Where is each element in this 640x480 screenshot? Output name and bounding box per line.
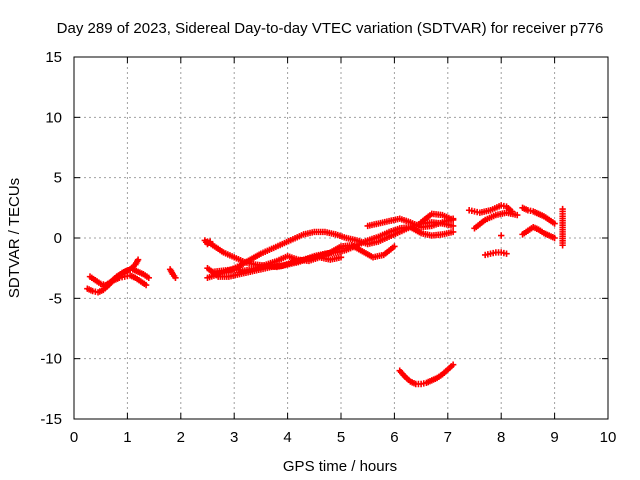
- series-arc-k: [465, 202, 516, 216]
- data-point: [449, 216, 457, 224]
- series-arc-d: [166, 266, 179, 282]
- data-point: [449, 228, 457, 236]
- y-tick-label: 0: [54, 230, 62, 247]
- data-point: [206, 238, 214, 245]
- plot-frame: [73, 56, 609, 420]
- x-axis-title: GPS time / hours: [283, 458, 397, 475]
- x-tick-label: 1: [123, 429, 131, 446]
- series-arc-r: [396, 361, 457, 388]
- x-tick-label: 0: [70, 429, 78, 446]
- data-point: [337, 254, 345, 261]
- y-axis-title: SDTVAR / TECUs: [6, 178, 23, 298]
- x-tick-label: 9: [550, 429, 558, 446]
- series-arc-m: [481, 249, 510, 259]
- x-tick-label: 4: [283, 429, 291, 446]
- series-arc-q: [559, 205, 566, 249]
- data-point: [145, 274, 152, 282]
- x-tick-label: 6: [390, 429, 398, 446]
- data-point: [134, 256, 142, 263]
- series-arc-o: [519, 204, 558, 227]
- series-arc-p: [519, 223, 558, 242]
- data-point: [498, 232, 505, 239]
- data-point: [391, 243, 398, 250]
- x-tick-label: 7: [444, 429, 452, 446]
- data-point: [142, 281, 150, 289]
- y-tick-label: -10: [40, 351, 62, 368]
- x-tick-label: 3: [230, 429, 238, 446]
- data-points: [84, 202, 566, 388]
- series-arc-s: [201, 237, 214, 248]
- data-point: [551, 234, 558, 242]
- data-point: [449, 222, 457, 230]
- series-arc-n: [498, 232, 505, 239]
- grid: [74, 57, 608, 419]
- data-point: [503, 250, 510, 257]
- tick-labels: 0 1 2 3 4 5 6 7 8 9 10 -15 -10 -5 0 5 10 15: [40, 49, 616, 446]
- series-arc-h: [209, 252, 345, 275]
- x-tick-label: 10: [600, 429, 617, 446]
- series-arc-c: [100, 272, 150, 290]
- chart-title: Day 289 of 2023, Sidereal Day-to-day VTE…: [57, 20, 604, 37]
- y-tick-label: -15: [40, 411, 62, 428]
- x-tick-label: 5: [337, 429, 345, 446]
- data-point: [551, 220, 558, 227]
- data-point: [449, 361, 457, 368]
- y-tick-label: 5: [54, 170, 62, 187]
- x-tick-label: 2: [177, 429, 185, 446]
- y-tick-label: -5: [49, 290, 62, 307]
- x-tick-label: 8: [497, 429, 505, 446]
- data-point: [514, 211, 521, 219]
- y-tick-label: 10: [45, 109, 62, 126]
- y-tick-label: 15: [45, 49, 62, 66]
- data-point: [172, 274, 179, 282]
- series-arc-j: [417, 210, 457, 226]
- series-arc-l: [471, 209, 521, 232]
- data-point: [559, 242, 566, 249]
